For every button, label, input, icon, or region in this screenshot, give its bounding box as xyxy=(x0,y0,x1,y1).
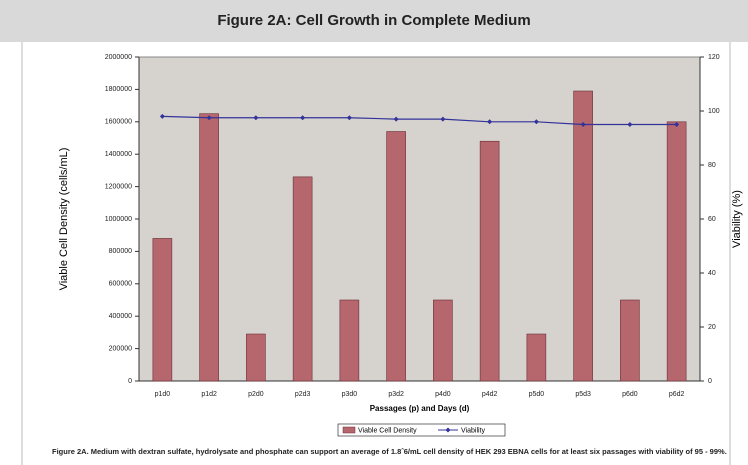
y2-tick-label: 80 xyxy=(708,162,716,169)
bar xyxy=(246,333,266,382)
bar xyxy=(339,299,360,382)
y2-tick-label: 120 xyxy=(708,54,720,61)
legend-box xyxy=(337,423,506,437)
y-tick-label: 200000 xyxy=(109,345,132,352)
viability-marker xyxy=(253,115,259,121)
x-tick-label: p6d2 xyxy=(669,391,685,398)
x-tick-label: p5d3 xyxy=(575,391,591,398)
viability-marker xyxy=(674,122,680,127)
legend-label: Viability xyxy=(461,427,485,434)
legend-label: Viable Cell Density xyxy=(358,427,417,434)
bar xyxy=(386,131,406,382)
plot-area xyxy=(138,56,701,382)
x-axis-label: Passages (p) and Days (d) xyxy=(370,404,470,413)
x-tick-label: p3d0 xyxy=(342,391,358,398)
y-tick-label: 1400000 xyxy=(105,151,132,158)
viability-marker xyxy=(206,115,212,121)
x-tick-label: p2d3 xyxy=(295,391,311,398)
chart-title: Figure 2A: Cell Growth in Complete Mediu… xyxy=(217,12,530,29)
y2-tick-label: 100 xyxy=(708,108,720,115)
bar xyxy=(666,121,687,382)
bar xyxy=(433,299,453,382)
y-axis-label: Viable Cell Density (cells/mL) xyxy=(58,148,70,291)
viability-marker xyxy=(393,116,399,122)
y-tick-label: 600000 xyxy=(109,281,132,288)
bar xyxy=(292,176,313,382)
viability-marker xyxy=(627,122,633,127)
bar xyxy=(152,238,173,382)
y2-tick-label: 40 xyxy=(708,270,716,277)
bar xyxy=(479,140,500,382)
bar xyxy=(620,299,640,382)
y-tick-label: 1200000 xyxy=(105,183,132,190)
bar xyxy=(199,113,219,382)
x-tick-label: p2d0 xyxy=(248,391,264,398)
x-tick-label: p3d2 xyxy=(388,391,404,398)
x-tick-label: p6d0 xyxy=(622,391,638,398)
x-tick-label: p4d2 xyxy=(482,391,498,398)
legend-marker xyxy=(445,427,451,433)
y-tick-label: 2000000 xyxy=(105,54,132,61)
y-tick-label: 1600000 xyxy=(105,119,132,126)
y2-tick-label: 20 xyxy=(708,324,716,331)
y-tick-label: 800000 xyxy=(109,248,132,255)
viability-marker xyxy=(346,115,352,121)
viability-marker xyxy=(440,116,446,122)
x-tick-label: p1d0 xyxy=(155,391,171,398)
y2-axis-label: Viability (%) xyxy=(731,190,743,248)
y2-tick-label: 0 xyxy=(708,378,712,385)
viability-marker xyxy=(487,119,493,125)
x-tick-label: p4d0 xyxy=(435,391,451,398)
caption: Figure 2A. Medium with dextran sulfate, … xyxy=(52,447,727,456)
y-tick-label: 1000000 xyxy=(105,216,132,223)
y2-tick-label: 60 xyxy=(708,216,716,223)
x-tick-label: p1d2 xyxy=(201,391,217,398)
bar xyxy=(573,90,593,382)
legend-swatch xyxy=(342,426,356,434)
y-tick-label: 1800000 xyxy=(105,86,132,93)
viability-marker xyxy=(300,115,306,121)
bar xyxy=(526,333,547,382)
y-tick-label: 0 xyxy=(128,378,132,385)
y-tick-label: 400000 xyxy=(109,313,132,320)
x-tick-label: p5d0 xyxy=(529,391,545,398)
viability-marker xyxy=(159,113,165,119)
viability-marker xyxy=(580,122,586,127)
viability-marker xyxy=(533,119,539,125)
title-band xyxy=(0,0,748,42)
viability-line xyxy=(162,115,677,126)
